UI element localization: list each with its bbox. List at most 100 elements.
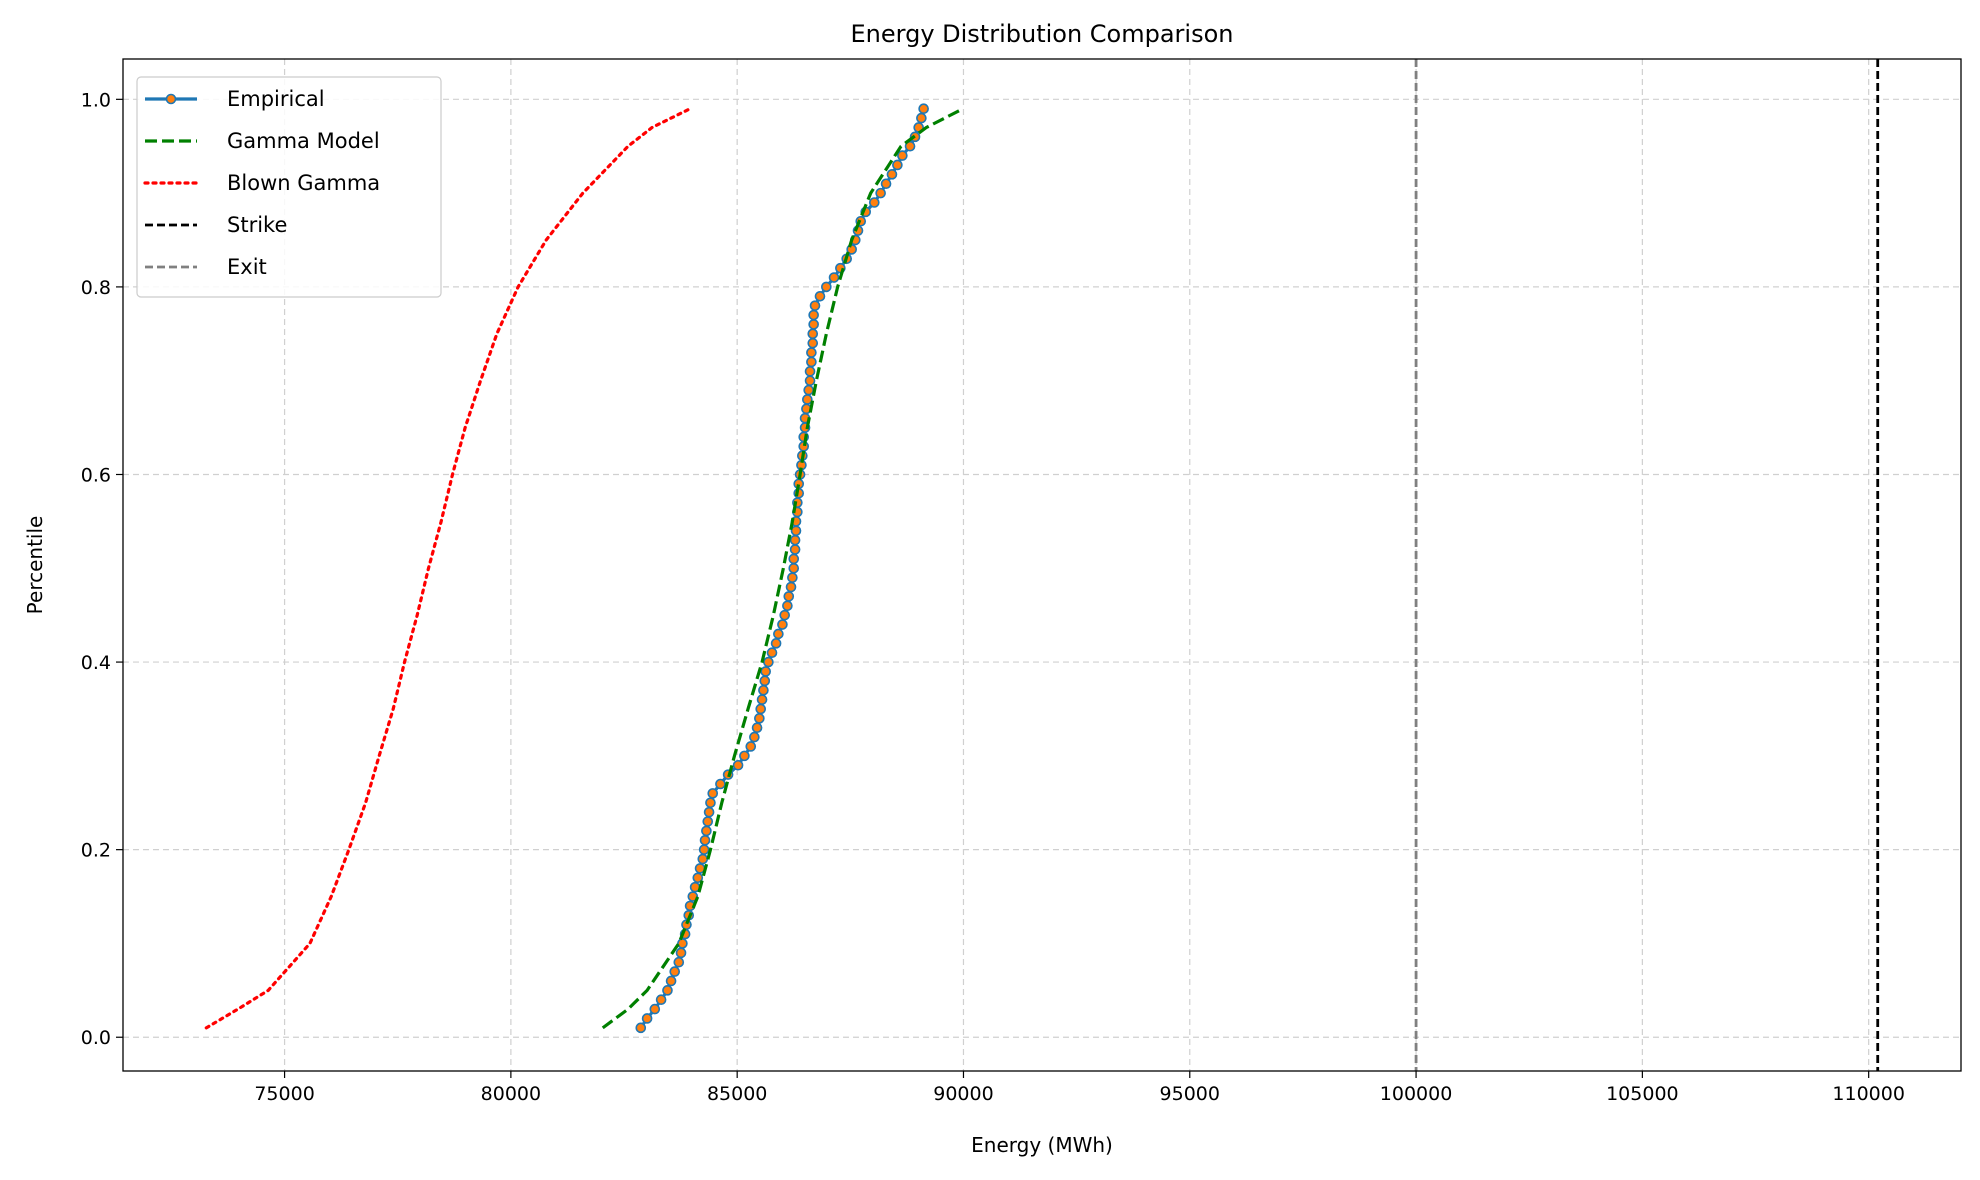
data-point [806, 347, 817, 358]
legend-label: Gamma Model [227, 129, 380, 153]
data-point [802, 394, 813, 405]
x-tick-label: 80000 [481, 1083, 541, 1105]
data-point [773, 628, 784, 640]
data-point [779, 609, 790, 621]
data-point [635, 1022, 647, 1034]
data-point [707, 788, 719, 799]
data-point [904, 140, 916, 152]
y-tick-label: 0.0 [81, 1027, 111, 1049]
data-point [809, 300, 821, 311]
series-line [204, 107, 692, 1030]
x-tick-label: 75000 [254, 1083, 314, 1105]
data-point [875, 187, 886, 199]
y-axis-label: Percentile [23, 516, 47, 615]
series-line [601, 107, 964, 1030]
y-tick-label: 0.8 [81, 277, 111, 299]
data-point [756, 694, 768, 705]
legend-box [136, 76, 442, 298]
data-point [641, 1013, 653, 1024]
data-point [745, 741, 757, 752]
data-point [821, 281, 832, 293]
chart-title: Energy Distribution Comparison [851, 20, 1234, 48]
data-point [665, 975, 677, 987]
data-point [755, 703, 767, 715]
legend-label: Empirical [227, 87, 325, 111]
data-point [788, 553, 800, 565]
x-tick-label: 110000 [1832, 1083, 1905, 1105]
data-point [766, 647, 778, 658]
data-point [703, 806, 715, 818]
data-point [705, 797, 716, 809]
data-point [758, 684, 769, 696]
data-point [788, 562, 800, 574]
data-point [804, 375, 816, 387]
data-point [739, 750, 750, 762]
data-point [789, 534, 801, 546]
y-tick-label: 1.0 [81, 89, 111, 111]
data-point [732, 759, 744, 771]
x-tick-label: 85000 [707, 1083, 767, 1105]
data-point [749, 731, 760, 743]
x-tick-label: 105000 [1606, 1083, 1679, 1105]
y-tick-label: 0.4 [81, 652, 111, 674]
y-tick-label: 0.2 [81, 840, 111, 862]
data-point [869, 197, 880, 208]
data-point [673, 956, 685, 968]
legend-marker [165, 93, 177, 105]
data-point [655, 994, 667, 1006]
data-point [770, 638, 782, 649]
data-point [892, 159, 903, 171]
data-point [807, 328, 819, 340]
data-point [808, 319, 819, 330]
data-point [669, 966, 681, 977]
y-tick-label: 0.6 [81, 464, 111, 486]
data-point [699, 834, 711, 846]
data-point [675, 947, 687, 959]
data-point [828, 272, 840, 283]
data-point [790, 525, 802, 537]
data-point [687, 891, 699, 902]
legend: Empirical Gamma Model Blown Gamma Strike Exi… [136, 76, 442, 298]
data-point [649, 1003, 661, 1015]
data-point [759, 675, 771, 687]
data-point [782, 600, 793, 612]
legend-label: Exit [227, 255, 267, 279]
data-point [803, 384, 814, 396]
x-tick-label: 100000 [1380, 1083, 1453, 1105]
data-point [783, 591, 795, 602]
data-point [787, 572, 798, 583]
data-point [701, 825, 712, 837]
data-point [751, 722, 763, 734]
data-point [918, 103, 929, 115]
x-axis-label: Energy (MWh) [971, 1133, 1113, 1157]
data-point [763, 656, 774, 668]
data-point [880, 178, 892, 190]
data-point [897, 150, 908, 161]
data-point [754, 713, 765, 724]
data-point [698, 844, 710, 855]
data-point [808, 309, 819, 321]
data-point [806, 356, 817, 368]
legend-label: Blown Gamma [227, 171, 380, 195]
plot-frame [122, 58, 1962, 1072]
data-point [715, 778, 726, 790]
data-point [777, 619, 788, 630]
legend-label: Strike [227, 213, 287, 237]
data-point [692, 872, 704, 884]
data-point [916, 112, 927, 124]
x-tick-label: 95000 [1160, 1083, 1220, 1105]
data-point [814, 290, 826, 302]
data-point [785, 581, 797, 593]
data-point [662, 985, 673, 996]
data-point [760, 666, 771, 677]
data-point [807, 337, 819, 349]
data-point [677, 938, 688, 949]
data-point [702, 816, 714, 827]
data-point [697, 853, 709, 865]
data-point [804, 366, 816, 377]
data-point [789, 544, 801, 555]
x-tick-label: 90000 [933, 1083, 993, 1105]
data-point [886, 169, 898, 180]
